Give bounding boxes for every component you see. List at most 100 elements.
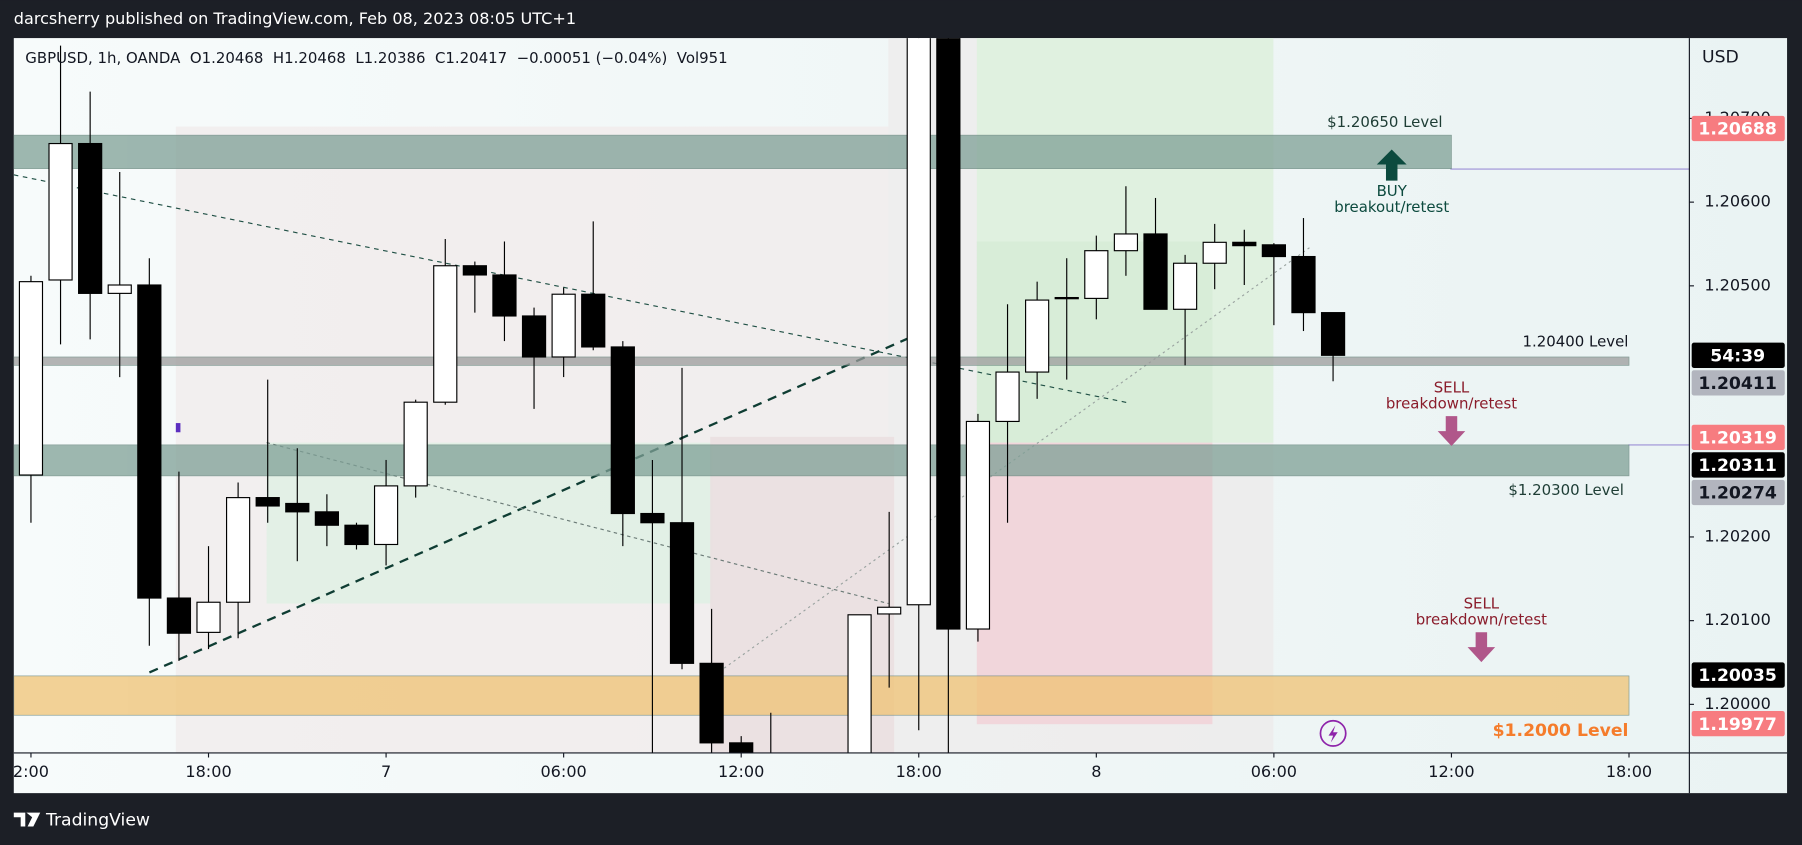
annotation: 1.20400 Level bbox=[1523, 333, 1629, 351]
candle-body bbox=[166, 597, 192, 634]
candle-body bbox=[1054, 296, 1079, 300]
y-tick-label: 1.20200 bbox=[1704, 526, 1771, 545]
price-label-box bbox=[1691, 710, 1785, 737]
x-tick-label: 18:00 bbox=[896, 762, 942, 781]
annotation: $1.2000 Level bbox=[1493, 721, 1629, 741]
trend-line bbox=[148, 332, 920, 674]
x-tick-label: 06:00 bbox=[540, 762, 586, 781]
y-tick-label: 1.20600 bbox=[1704, 192, 1771, 211]
arrow bbox=[1376, 149, 1407, 181]
annotation: $1.20300 Level bbox=[1508, 481, 1623, 499]
price-label-box bbox=[1691, 452, 1785, 478]
alert-icon[interactable] bbox=[1319, 719, 1347, 747]
candle-body bbox=[1261, 244, 1286, 258]
zone bbox=[13, 356, 1630, 366]
annotation: SELL bbox=[1434, 379, 1470, 397]
x-tick-label: 7 bbox=[381, 762, 391, 781]
x-tick-label: 8 bbox=[1091, 762, 1101, 781]
y-tick-label: 1.20100 bbox=[1704, 610, 1771, 629]
currency: USD bbox=[1702, 48, 1739, 68]
annotations: $1.20650 Level BUY breakout/retest 1.204… bbox=[1319, 113, 1629, 747]
price-label-box bbox=[1691, 115, 1785, 142]
x-tick-label: 2:00 bbox=[13, 762, 49, 781]
marker bbox=[175, 423, 181, 433]
zone bbox=[13, 675, 1630, 716]
candle-body bbox=[1113, 233, 1139, 252]
y-tick-label: 1.20500 bbox=[1704, 275, 1771, 294]
candle-body bbox=[640, 512, 665, 524]
x-tick-label: 12:00 bbox=[718, 762, 764, 781]
candle-body bbox=[995, 371, 1020, 423]
price-label: 54:39 bbox=[1710, 346, 1765, 366]
candle-body bbox=[906, 38, 931, 606]
annotation: breakdown/retest bbox=[1416, 611, 1547, 629]
candle-body bbox=[107, 284, 132, 294]
candle-body bbox=[225, 497, 251, 603]
zones bbox=[13, 134, 1630, 716]
candle-body bbox=[344, 524, 369, 546]
price-label: 1.20688 bbox=[1698, 120, 1776, 140]
candle-body bbox=[137, 284, 162, 599]
candle-body bbox=[521, 315, 547, 358]
candle-body bbox=[1172, 262, 1198, 310]
candle-body bbox=[729, 742, 754, 753]
candle-body bbox=[255, 497, 280, 507]
tv-logo bbox=[13, 812, 41, 827]
candle-body bbox=[403, 401, 428, 487]
candle-body bbox=[1232, 241, 1257, 247]
candle-body bbox=[1202, 241, 1227, 264]
alert-icon-bolt bbox=[1328, 725, 1338, 743]
candle-body bbox=[610, 346, 635, 515]
price-label: 1.20311 bbox=[1698, 456, 1776, 476]
candle-body bbox=[78, 142, 103, 294]
price-label: 1.20319 bbox=[1698, 428, 1776, 448]
annotation: breakdown/retest bbox=[1386, 395, 1517, 413]
candle-body bbox=[1025, 299, 1050, 373]
price-label-box bbox=[1691, 479, 1785, 506]
price-label-box bbox=[1691, 342, 1785, 368]
candle-body bbox=[581, 293, 606, 348]
x-tick-label: 12:00 bbox=[1428, 762, 1474, 781]
candle-body bbox=[847, 614, 872, 753]
candle-body bbox=[877, 606, 902, 615]
candle-body bbox=[373, 485, 399, 546]
arrow bbox=[1467, 632, 1496, 663]
annotation: SELL bbox=[1464, 595, 1500, 613]
axes: 2:00 18:00 7 06:00 12:00 18:00 8 06:00 12:00 18:0… bbox=[13, 108, 1785, 781]
candles bbox=[18, 38, 1346, 753]
price-label: 1.20035 bbox=[1698, 666, 1776, 686]
candle-body bbox=[699, 662, 724, 744]
zone bbox=[13, 444, 1630, 477]
candle-body bbox=[462, 265, 487, 276]
candle-body bbox=[285, 502, 310, 513]
footer-brand: TradingView bbox=[45, 811, 150, 831]
legend: GBPUSD, 1h, OANDA O1.20468 H1.20468 L1.2… bbox=[25, 49, 727, 67]
candle-body bbox=[1291, 255, 1316, 314]
candle-body bbox=[492, 274, 517, 317]
candle-body bbox=[1084, 250, 1109, 299]
x-tick-label: 06:00 bbox=[1251, 762, 1297, 781]
drawings bbox=[13, 38, 1690, 753]
x-tick-label: 18:00 bbox=[185, 762, 231, 781]
x-tick-label: 18:00 bbox=[1606, 762, 1652, 781]
price-label: 1.19977 bbox=[1698, 715, 1776, 735]
price-label-box bbox=[1691, 424, 1785, 450]
candle-body bbox=[18, 281, 44, 476]
candle-body bbox=[1143, 233, 1168, 310]
annotation: breakout/retest bbox=[1334, 198, 1449, 216]
price-label-box bbox=[1691, 662, 1785, 688]
price-label: 1.20274 bbox=[1698, 484, 1776, 504]
y-tick-label: 1.20000 bbox=[1704, 694, 1771, 713]
annotation: BUY bbox=[1377, 182, 1408, 200]
publish-info: darcsherry published on TradingView.com,… bbox=[14, 9, 576, 28]
price-label: 1.20411 bbox=[1698, 374, 1776, 394]
candle-body bbox=[196, 601, 221, 633]
candle-body bbox=[669, 522, 695, 664]
annotation: $1.20650 Level bbox=[1327, 113, 1442, 131]
price-label-box bbox=[1691, 370, 1785, 396]
candle-body bbox=[965, 420, 991, 630]
candle-body bbox=[1320, 312, 1346, 356]
candle-body bbox=[433, 265, 458, 403]
